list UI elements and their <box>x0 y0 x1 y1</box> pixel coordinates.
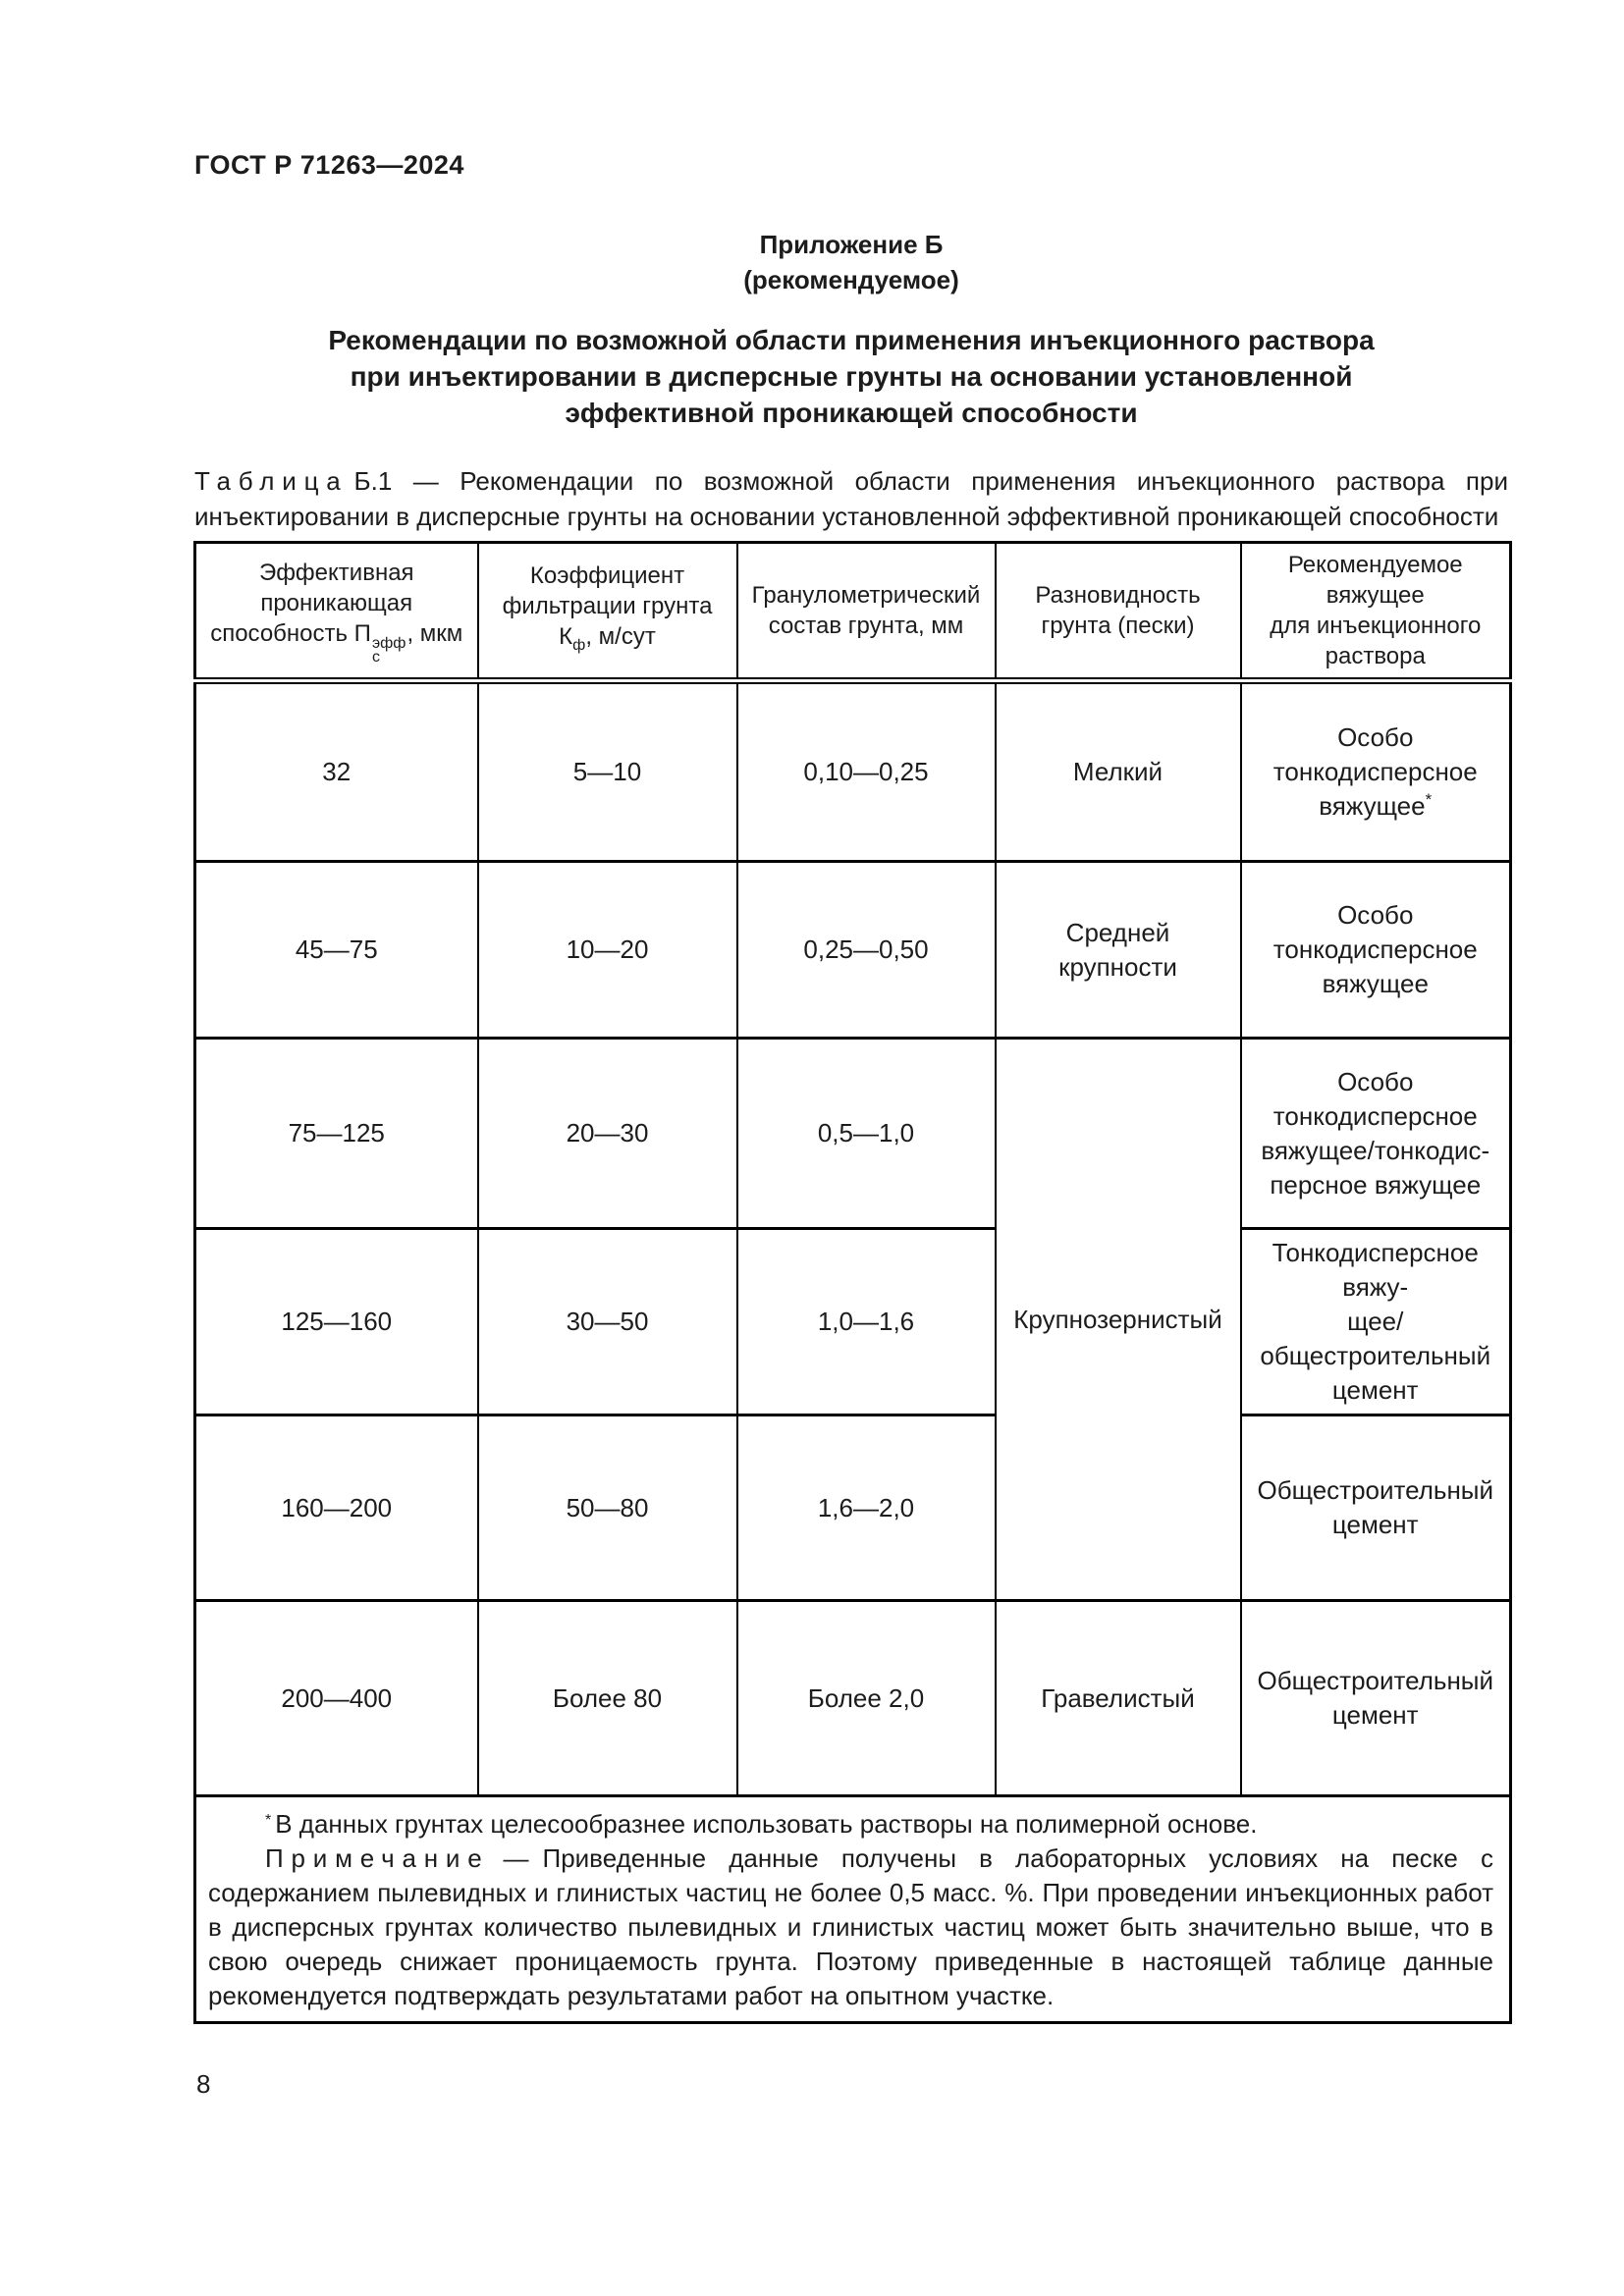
cell-penetration: 200—400 <box>193 1599 479 1797</box>
cell-filtration: 50—80 <box>476 1414 738 1602</box>
cell-penetration: 75—125 <box>193 1037 479 1230</box>
cell-variety-merged: Крупнозернистый <box>994 1037 1242 1602</box>
note-label: Примечание <box>265 1843 490 1873</box>
footnote-marker: * <box>265 1812 272 1829</box>
appendix-type: (рекомендуемое) <box>743 265 959 294</box>
footnote-asterisk-line: * В данных грунтах целесообразнее использ… <box>208 1807 1493 1842</box>
cell-filtration: 5—10 <box>476 679 738 863</box>
cell-granulometric: 1,6—2,0 <box>735 1414 997 1602</box>
footnote-marker: * <box>1425 790 1433 809</box>
column-header-soil-variety: Разновидность грунта (пески) <box>994 541 1242 684</box>
cell-binder: Особо тонкодисперсное вяжущее/тонкодис- … <box>1239 1037 1512 1230</box>
note-text: Приведенные данные получены в лабораторн… <box>208 1843 1493 2010</box>
column-header-recommended-binder: Рекомендуемое вяжущее для инъекционного … <box>1239 541 1512 684</box>
cell-penetration: 45—75 <box>193 860 479 1040</box>
pi-sup-sub: эфф с <box>371 634 406 666</box>
cell-filtration: 30—50 <box>476 1227 738 1416</box>
document-title: Рекомендации по возможной области примен… <box>328 325 1375 428</box>
cell-variety: Гравелистый <box>994 1599 1242 1797</box>
table-caption-number: Б.1 <box>353 466 393 496</box>
footnote-note: Примечание — Приведенные данные получены в… <box>208 1842 1493 2013</box>
table-row: 45—75 10—20 0,25—0,50 Средней крупности … <box>193 860 1512 1040</box>
footnote-text: В данных грунтах целесообразнее использо… <box>275 1809 1258 1839</box>
appendix-label: Приложение Б <box>759 230 944 259</box>
note-dash: — <box>503 1843 529 1873</box>
cell-binder: Особо тонкодисперсное вяжущее* <box>1239 679 1512 863</box>
cell-granulometric: 0,5—1,0 <box>735 1037 997 1230</box>
page-number: 8 <box>196 2069 211 2099</box>
cell-filtration: 20—30 <box>476 1037 738 1230</box>
table-row: 32 5—10 0,10—0,25 Мелкий Особо тонкодисп… <box>193 679 1512 863</box>
cell-granulometric: Более 2,0 <box>735 1599 997 1797</box>
cell-penetration: 32 <box>193 679 479 863</box>
column-header-granulometric: Гранулометрический состав грунта, мм <box>735 541 997 684</box>
cell-binder: Особо тонкодисперсное вяжущее <box>1239 860 1512 1040</box>
cell-variety: Средней крупности <box>994 860 1242 1040</box>
table-row: 160—200 50—80 1,6—2,0 Общестроительный ц… <box>193 1414 1512 1602</box>
cell-granulometric: 1,0—1,6 <box>735 1227 997 1416</box>
cell-filtration: 10—20 <box>476 860 738 1040</box>
table-footnote-row: * В данных грунтах целесообразнее использ… <box>193 1794 1512 2024</box>
cell-penetration: 160—200 <box>193 1414 479 1602</box>
cell-granulometric: 0,10—0,25 <box>735 679 997 863</box>
doc-number: ГОСТ Р 71263—2024 <box>194 150 464 180</box>
table-caption: Таблица Б.1 — Рекомендации по возможной о… <box>194 463 1508 534</box>
cell-binder: Общестроительный цемент <box>1239 1599 1512 1797</box>
cell-filtration: Более 80 <box>476 1599 738 1797</box>
cell-variety: Мелкий <box>994 679 1242 863</box>
cell-binder: Общестроительный цемент <box>1239 1414 1512 1602</box>
table-caption-dash: — <box>412 466 439 496</box>
cell-binder: Тонкодисперсное вяжу- щее/общестроительн… <box>1239 1227 1512 1416</box>
column-header-filtration-coefficient: Коэффициент фильтрации грунта Кф, м/сут <box>476 541 738 684</box>
cell-penetration: 125—160 <box>193 1227 479 1416</box>
cell-granulometric: 0,25—0,50 <box>735 860 997 1040</box>
table-row: 75—125 20—30 0,5—1,0 Крупнозернистый Осо… <box>193 1037 1512 1602</box>
table-footnote: * В данных грунтах целесообразнее использ… <box>193 1794 1512 2024</box>
table-row: 200—400 Более 80 Более 2,0 Гравелистый О… <box>193 1599 1512 1797</box>
table-caption-label: Таблица <box>194 466 349 496</box>
table-caption-text: Рекомендации по возможной области примен… <box>194 466 1508 531</box>
table-row: 125—160 30—50 1,0—1,6 Тонкодисперсное вя… <box>193 1227 1512 1416</box>
